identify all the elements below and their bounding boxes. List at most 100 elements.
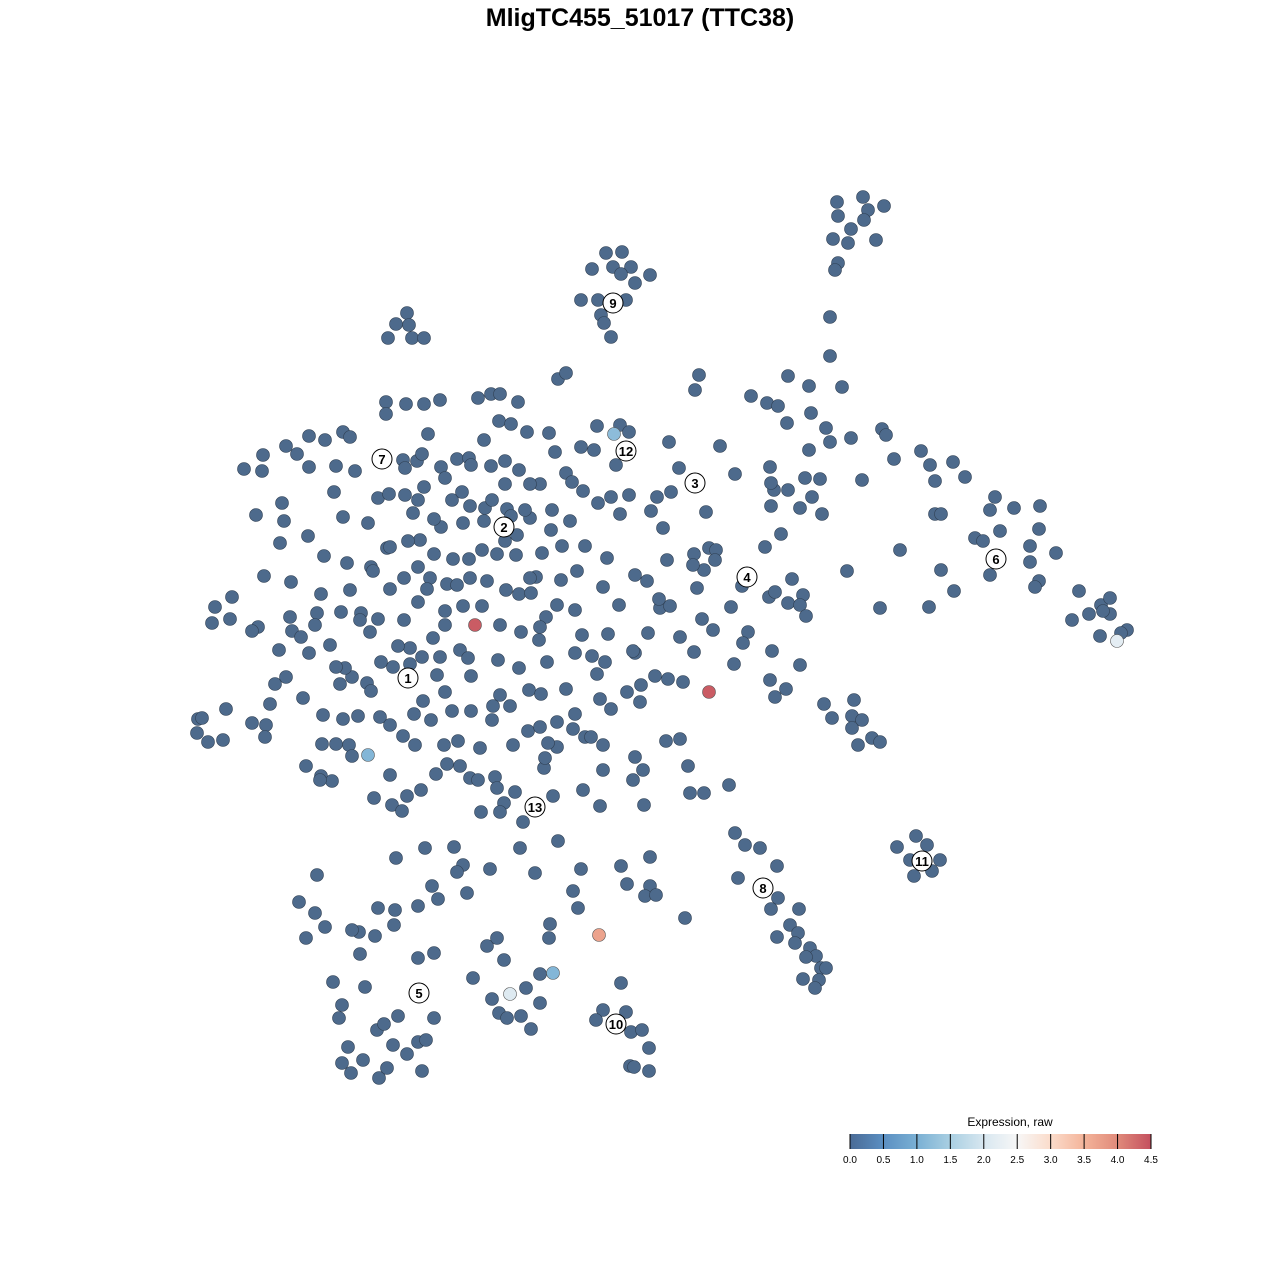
cluster-label-text: 13 — [528, 800, 542, 815]
data-point — [318, 920, 332, 934]
data-point — [400, 789, 414, 803]
data-point — [353, 947, 367, 961]
data-point — [753, 841, 767, 855]
cluster-label-text: 8 — [759, 881, 766, 896]
data-point — [793, 501, 807, 515]
data-point — [268, 677, 282, 691]
data-point — [463, 571, 477, 585]
data-point — [781, 596, 795, 610]
data-point — [302, 646, 316, 660]
data-point — [302, 460, 316, 474]
data-point — [403, 641, 417, 655]
data-point — [522, 683, 536, 697]
data-point — [652, 592, 666, 606]
data-point — [329, 459, 343, 473]
data-point — [604, 330, 618, 344]
data-point — [844, 431, 858, 445]
data-point — [317, 549, 331, 563]
data-point — [427, 1011, 441, 1025]
data-point — [318, 433, 332, 447]
data-point — [613, 507, 627, 521]
data-point — [565, 475, 579, 489]
data-point — [345, 670, 359, 684]
data-point — [559, 366, 573, 380]
data-point — [744, 389, 758, 403]
data-point — [879, 428, 893, 442]
data-point — [779, 682, 793, 696]
data-point — [411, 951, 425, 965]
data-point — [415, 650, 429, 664]
data-point — [237, 462, 251, 476]
data-point — [368, 929, 382, 943]
data-point — [279, 670, 293, 684]
data-point — [425, 879, 439, 893]
data-point — [934, 563, 948, 577]
data-point — [847, 693, 861, 707]
cluster-label: 6 — [985, 548, 1007, 570]
data-point — [768, 690, 782, 704]
data-point — [335, 998, 349, 1012]
data-point-expressed — [702, 685, 716, 699]
data-point — [383, 768, 397, 782]
data-point — [225, 590, 239, 604]
data-point — [947, 584, 961, 598]
data-point — [344, 1066, 358, 1080]
data-point — [615, 245, 629, 259]
data-point — [662, 435, 676, 449]
data-point — [401, 534, 415, 548]
data-point — [316, 708, 330, 722]
data-point — [398, 461, 412, 475]
legend-tick-label: 4.0 — [1111, 1155, 1125, 1166]
data-point — [400, 306, 414, 320]
legend-tick-label: 1.5 — [943, 1155, 957, 1166]
data-point — [292, 895, 306, 909]
data-point — [294, 630, 308, 644]
data-point — [597, 316, 611, 330]
data-point — [604, 490, 618, 504]
data-point — [411, 595, 425, 609]
data-point — [591, 293, 605, 307]
legend-tick-label: 4.5 — [1144, 1155, 1158, 1166]
data-point — [498, 454, 512, 468]
data-point — [480, 574, 494, 588]
data-point — [722, 778, 736, 792]
data-point — [397, 571, 411, 585]
data-point — [417, 480, 431, 494]
data-point — [374, 655, 388, 669]
data-point — [724, 600, 738, 614]
data-point — [958, 470, 972, 484]
data-point — [823, 310, 837, 324]
data-point — [493, 688, 507, 702]
data-point — [544, 523, 558, 537]
data-point — [622, 488, 636, 502]
data-point — [649, 888, 663, 902]
data-point — [869, 233, 883, 247]
data-point — [805, 490, 819, 504]
data-point — [633, 695, 647, 709]
data-point — [813, 472, 827, 486]
data-point — [462, 552, 476, 566]
data-point — [514, 625, 528, 639]
data-point — [575, 628, 589, 642]
data-point — [219, 702, 233, 716]
data-point-expressed — [607, 427, 621, 441]
data-point — [499, 583, 513, 597]
cluster-label: 13 — [524, 796, 546, 818]
data-point — [600, 551, 614, 565]
data-point — [509, 548, 523, 562]
color-legend: 0.0 0.5 1.0 1.5 2.0 2.5 3.0 3.5 4.0 4.5 — [843, 1134, 1158, 1166]
data-point — [802, 379, 816, 393]
data-point — [382, 487, 396, 501]
data-point — [620, 877, 634, 891]
data-point — [566, 884, 580, 898]
data-point — [626, 644, 640, 658]
data-point — [550, 598, 564, 612]
data-point — [706, 623, 720, 637]
data-point — [380, 1061, 394, 1075]
data-point — [593, 799, 607, 813]
data-point — [799, 950, 813, 964]
data-point — [417, 331, 431, 345]
data-point — [402, 318, 416, 332]
data-point — [524, 1022, 538, 1036]
